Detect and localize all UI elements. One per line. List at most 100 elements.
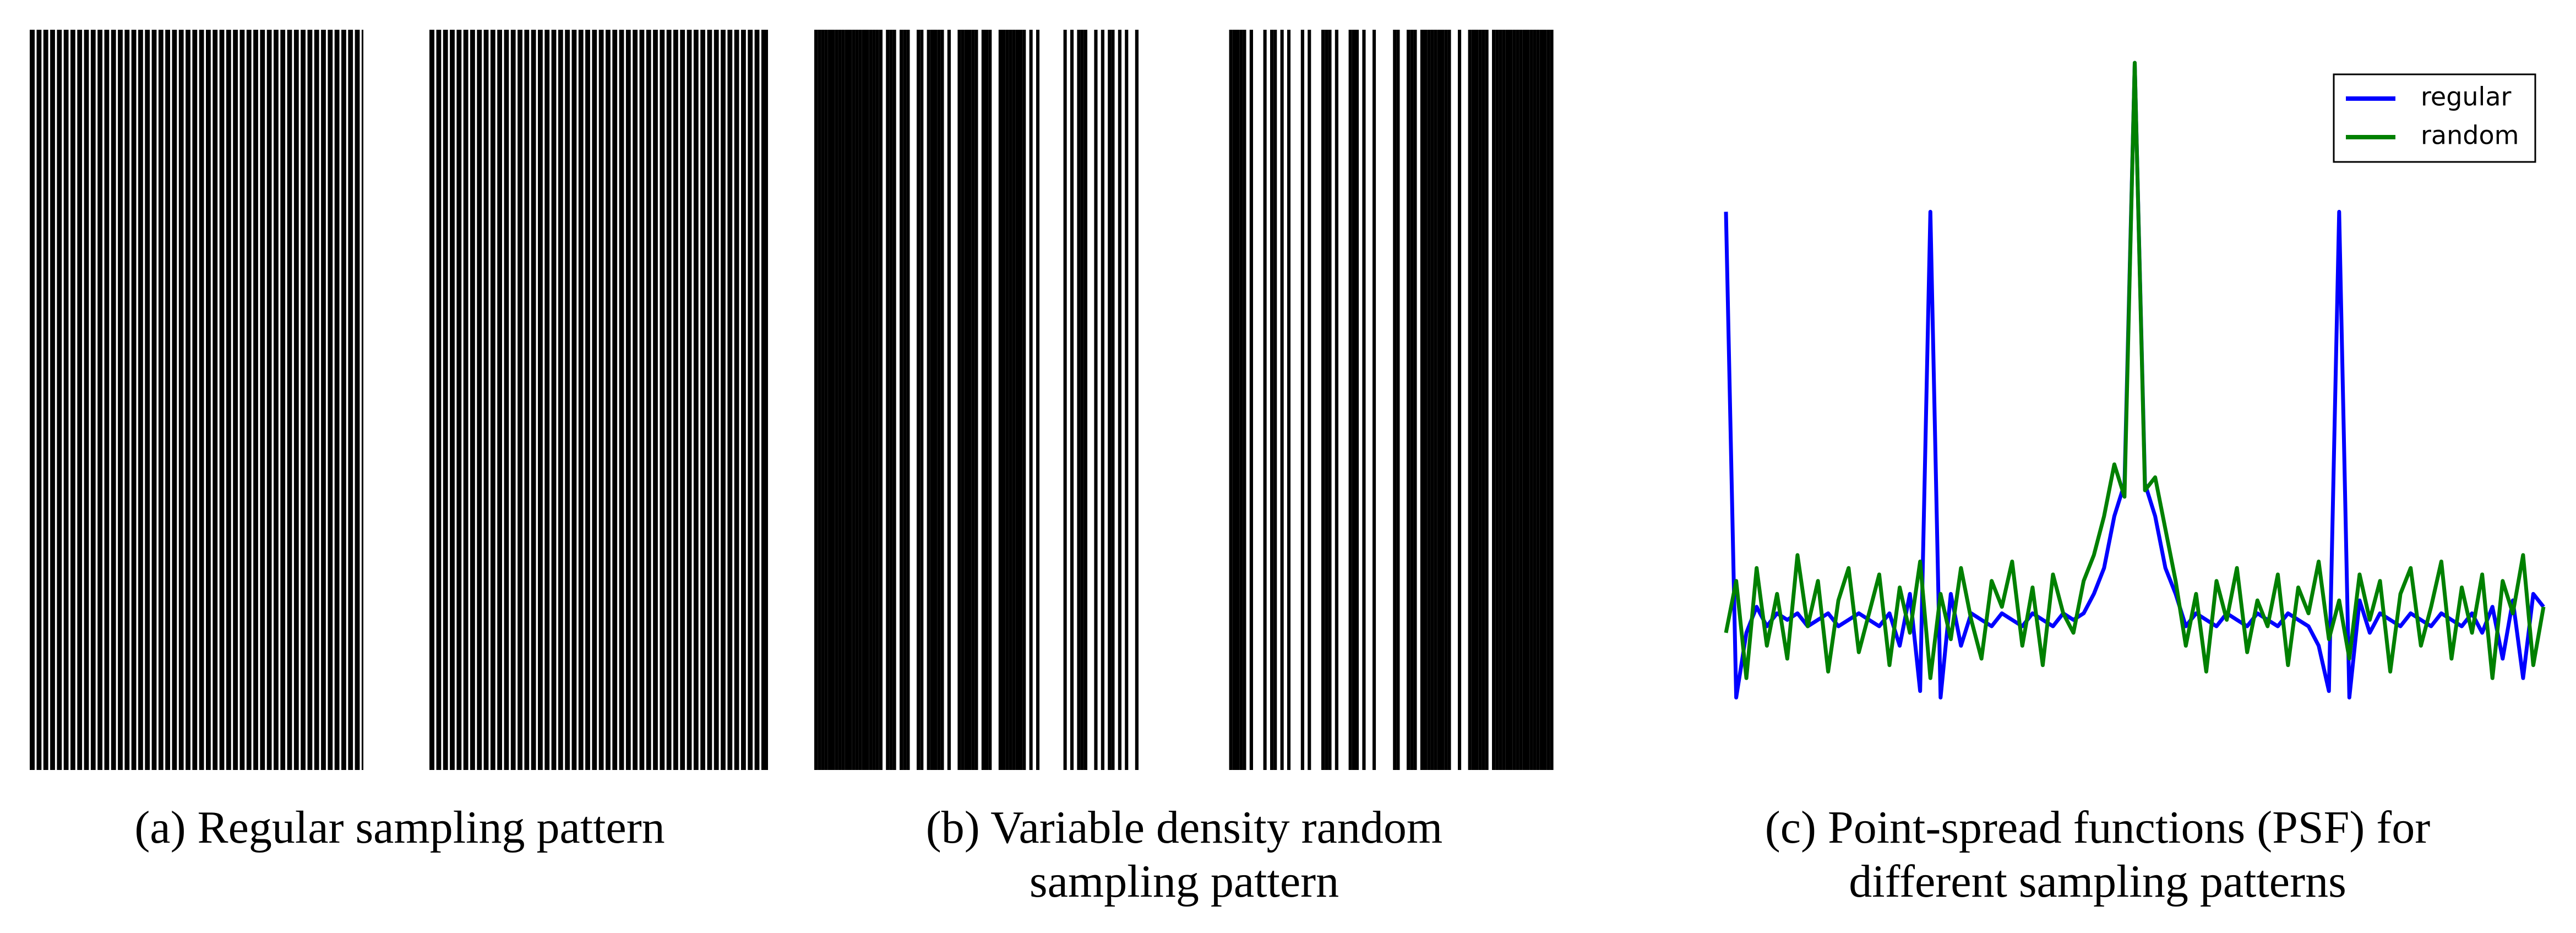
pattern-line bbox=[934, 30, 938, 770]
pattern-line bbox=[1125, 30, 1129, 770]
pattern-line bbox=[1352, 30, 1355, 770]
pattern-gap bbox=[753, 30, 755, 770]
pattern-line bbox=[1104, 30, 1108, 770]
pattern-gap bbox=[468, 30, 470, 770]
pattern-line bbox=[1131, 30, 1135, 770]
pattern-line bbox=[1417, 30, 1420, 770]
psf-line bbox=[1724, 61, 2546, 680]
pattern-line bbox=[1338, 30, 1342, 770]
pattern-line bbox=[1407, 30, 1410, 770]
pattern-gap bbox=[441, 30, 443, 770]
pattern-gap bbox=[603, 30, 606, 770]
pattern-line bbox=[889, 30, 893, 770]
pattern-line bbox=[930, 30, 934, 770]
pattern-line bbox=[947, 30, 951, 770]
pattern-gap bbox=[448, 30, 450, 770]
pattern-gap bbox=[590, 30, 592, 770]
pattern-gap bbox=[570, 30, 572, 770]
pattern-line bbox=[1475, 30, 1479, 770]
pattern-line bbox=[1280, 30, 1284, 770]
pattern-line bbox=[917, 30, 921, 770]
pattern-gap bbox=[657, 30, 660, 770]
pattern-line bbox=[1243, 30, 1246, 770]
pattern-line bbox=[1074, 30, 1077, 770]
pattern-line bbox=[1139, 30, 1142, 770]
pattern-line bbox=[957, 30, 961, 770]
pattern-line bbox=[961, 30, 965, 770]
pattern-line bbox=[858, 30, 862, 770]
pattern-line bbox=[1270, 30, 1274, 770]
pattern-gap bbox=[82, 30, 84, 770]
pattern-gap bbox=[95, 30, 98, 770]
pattern-line bbox=[940, 30, 944, 770]
pattern-line bbox=[1246, 30, 1250, 770]
pattern-line bbox=[1287, 30, 1291, 770]
pattern-line bbox=[981, 30, 985, 770]
pattern-line bbox=[1063, 30, 1067, 770]
pattern-gap bbox=[759, 30, 761, 770]
pattern-gap bbox=[210, 30, 213, 770]
pattern-gap bbox=[68, 30, 70, 770]
pattern-gap bbox=[617, 30, 619, 770]
pattern-line bbox=[1232, 30, 1236, 770]
pattern-line bbox=[1345, 30, 1349, 770]
pattern-gap bbox=[41, 30, 43, 770]
pattern-line bbox=[1512, 30, 1516, 770]
pattern-line bbox=[937, 30, 941, 770]
pattern-line bbox=[1256, 30, 1260, 770]
pattern-line bbox=[1056, 30, 1060, 770]
pattern-line bbox=[1222, 30, 1226, 770]
pattern-line bbox=[1526, 30, 1530, 770]
pattern-line bbox=[1060, 30, 1064, 770]
pattern-line bbox=[1468, 30, 1472, 770]
pattern-gap bbox=[156, 30, 159, 770]
pattern-gap bbox=[346, 30, 348, 770]
pattern-gap bbox=[129, 30, 132, 770]
pattern-line bbox=[892, 30, 896, 770]
pattern-gap bbox=[183, 30, 186, 770]
pattern-line bbox=[1321, 30, 1325, 770]
pattern-line bbox=[1311, 30, 1315, 770]
pattern-line bbox=[1118, 30, 1121, 770]
pattern-gap bbox=[515, 30, 518, 770]
pattern-gap bbox=[638, 30, 640, 770]
pattern-gap bbox=[339, 30, 341, 770]
pattern-line bbox=[954, 30, 958, 770]
pattern-line bbox=[1335, 30, 1338, 770]
pattern-line bbox=[1066, 30, 1070, 770]
pattern-line bbox=[1348, 30, 1352, 770]
pattern-line bbox=[913, 30, 917, 770]
pattern-line bbox=[974, 30, 978, 770]
pattern-line bbox=[1253, 30, 1257, 770]
pattern-gap bbox=[739, 30, 741, 770]
pattern-line bbox=[862, 30, 865, 770]
pattern-line bbox=[879, 30, 883, 770]
pattern-line bbox=[1516, 30, 1520, 770]
pattern-gap bbox=[360, 30, 362, 770]
legend-label: random bbox=[2421, 121, 2519, 150]
pattern-gap bbox=[644, 30, 646, 770]
pattern-line bbox=[1260, 30, 1264, 770]
pattern-line bbox=[1529, 30, 1533, 770]
pattern-gap bbox=[678, 30, 680, 770]
pattern-line bbox=[1300, 30, 1304, 770]
pattern-line bbox=[1053, 30, 1057, 770]
pattern-line bbox=[1539, 30, 1543, 770]
pattern-gap bbox=[725, 30, 728, 770]
pattern-line bbox=[1492, 30, 1496, 770]
pattern-line bbox=[1114, 30, 1118, 770]
pattern-line bbox=[906, 30, 910, 770]
pattern-line bbox=[848, 30, 852, 770]
pattern-line bbox=[1424, 30, 1428, 770]
pattern-line bbox=[927, 30, 930, 770]
pattern-line bbox=[1478, 30, 1482, 770]
pattern-gap bbox=[75, 30, 78, 770]
pattern-line bbox=[831, 30, 835, 770]
pattern-gap bbox=[231, 30, 233, 770]
pattern-gap bbox=[190, 30, 193, 770]
pattern-gap bbox=[102, 30, 105, 770]
pattern-line bbox=[896, 30, 900, 770]
pattern-gap bbox=[278, 30, 281, 770]
pattern-line bbox=[1283, 30, 1287, 770]
